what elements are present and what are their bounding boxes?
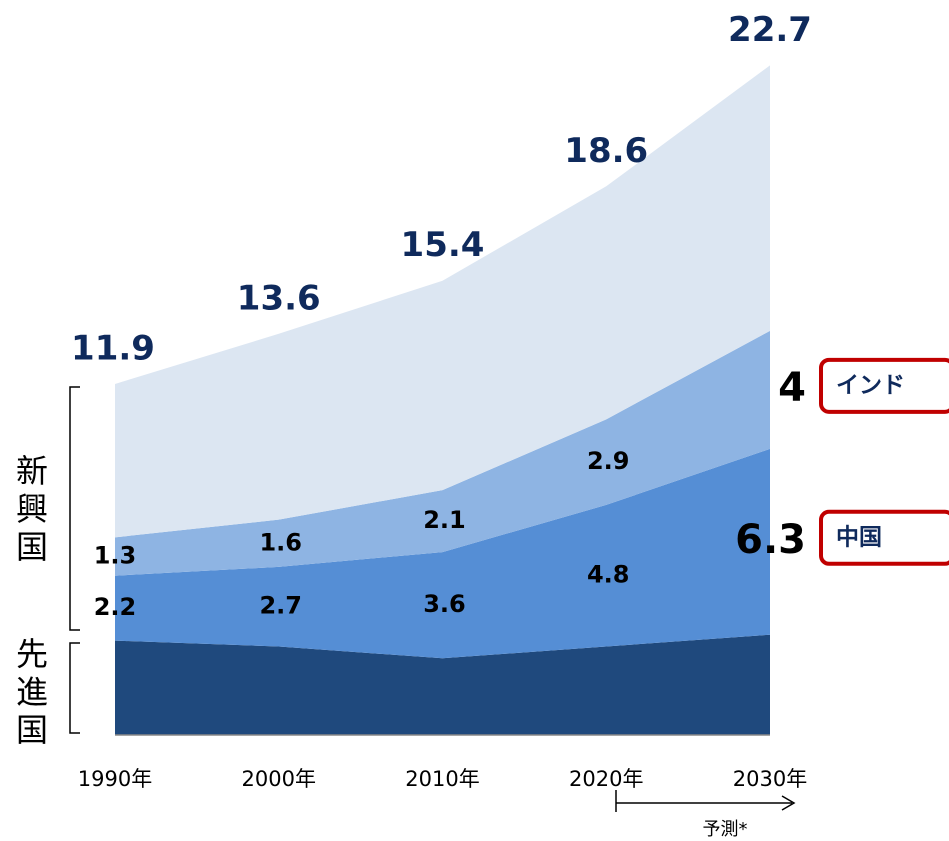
series-label: 進 [16, 673, 48, 711]
x-tick-label: 2020年 [569, 767, 643, 791]
value-label: 2.2 [94, 593, 137, 621]
bracket [69, 642, 80, 734]
x-tick-label: 1990年 [78, 767, 152, 791]
value-label: 1.3 [94, 542, 137, 570]
value-label: 4 [778, 365, 806, 411]
group-label: 国 [16, 528, 48, 566]
group-label: 新 [16, 452, 48, 490]
group-label: 興 [16, 490, 48, 528]
area [115, 330, 770, 576]
value-label: 2.7 [259, 592, 302, 620]
total-label: 18.6 [564, 131, 648, 171]
plot: 1990年 11.9 2.2 1.3 2000年 13.6 2.7 1.6 2010年 15.4 3… [16, 10, 949, 791]
value-label: 4.8 [587, 561, 630, 589]
legend-label: インド [836, 372, 905, 398]
annotation: 予測* [703, 819, 748, 840]
x-tick-label: 2000年 [242, 767, 316, 791]
value-label: 1.6 [259, 528, 302, 556]
area [115, 634, 770, 735]
x-tick-label: 2030年 [733, 767, 807, 791]
series-label: 国 [16, 711, 48, 749]
total-label: 11.9 [71, 328, 155, 368]
value-label: 2.9 [587, 447, 630, 475]
arrow-head [781, 795, 796, 811]
series-label: 先 [16, 635, 48, 673]
total-label: 22.7 [728, 10, 812, 50]
legend-label: 中国 [836, 524, 882, 550]
total-label: 13.6 [237, 278, 321, 318]
value-label: 3.6 [423, 590, 466, 618]
legend-box [819, 509, 949, 566]
value-label: 6.3 [735, 517, 806, 563]
area [115, 65, 770, 538]
x-tick-label: 2010年 [405, 767, 479, 791]
total-label: 15.4 [401, 225, 485, 265]
value-label: 2.1 [423, 506, 466, 534]
legend-box [819, 357, 949, 414]
area [115, 448, 770, 659]
bracket [69, 386, 80, 631]
